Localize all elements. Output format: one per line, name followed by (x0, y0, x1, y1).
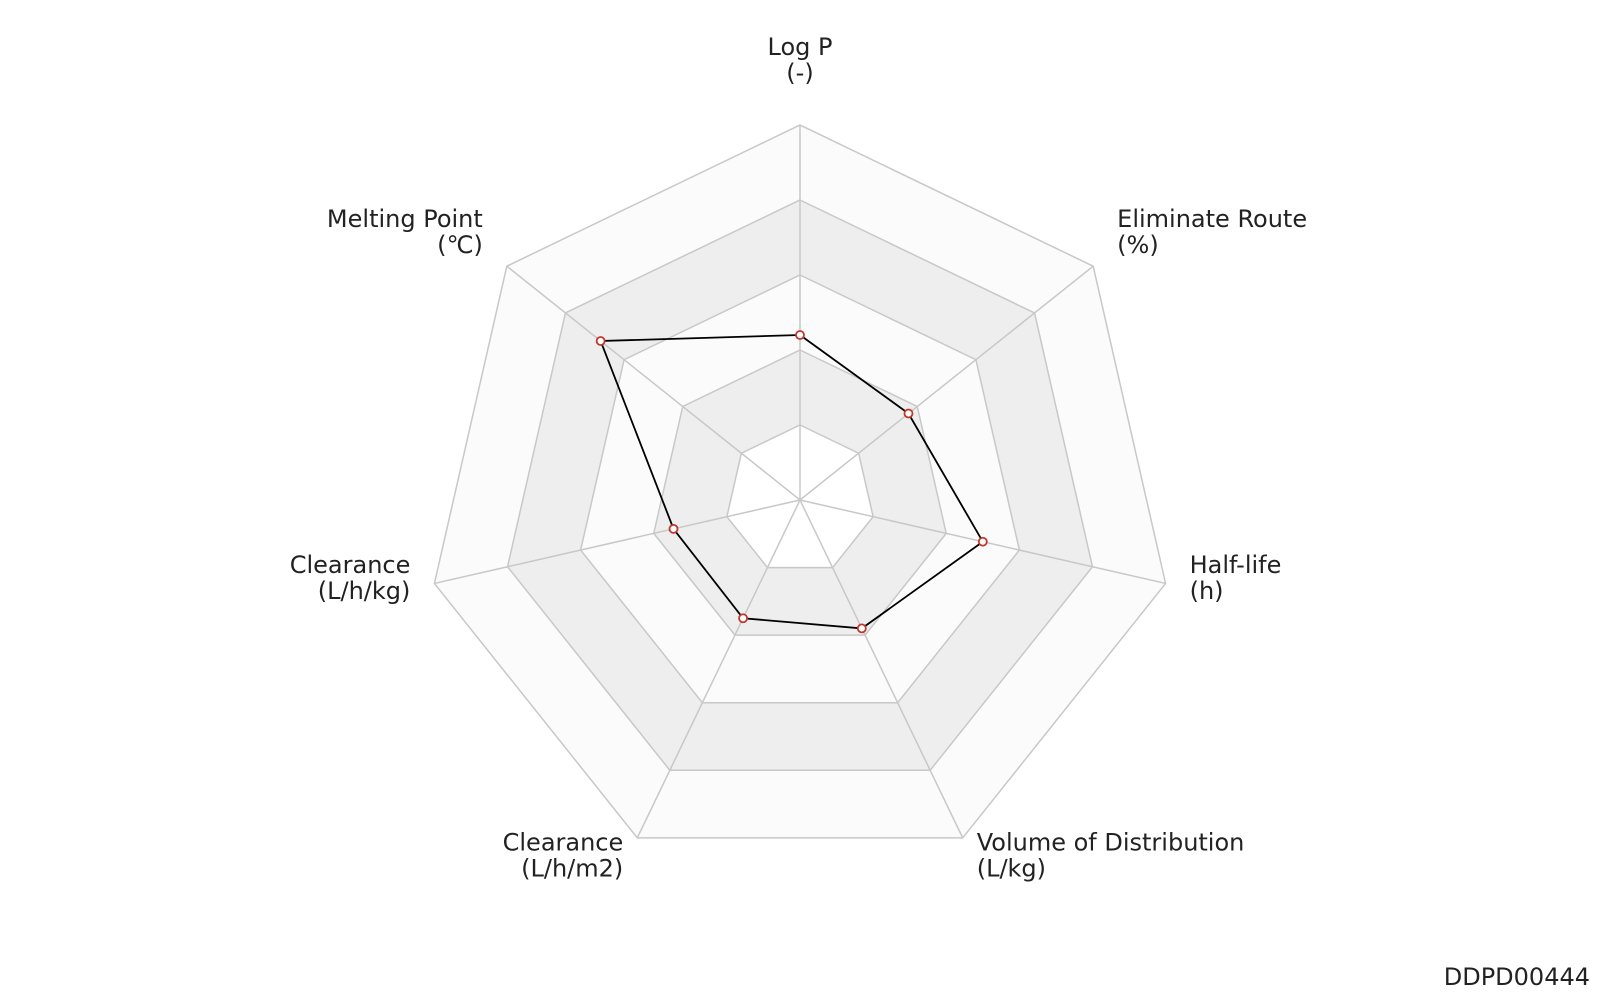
axis-unit: (℃) (437, 231, 483, 259)
data-point (977, 536, 988, 547)
axis-spoke (636, 499, 801, 839)
footer-id: DDPD00444 (1444, 963, 1590, 991)
axis-label: Melting Point (327, 205, 483, 233)
axis-label: Log P (768, 33, 833, 61)
axis-label: Half-life (1190, 551, 1282, 579)
axis-label: Eliminate Route (1117, 205, 1307, 233)
data-point (856, 623, 867, 634)
data-point (903, 408, 914, 419)
data-point (795, 330, 805, 340)
data-outline (599, 334, 984, 630)
axis-spoke (506, 265, 801, 501)
axis-unit: (L/h/m2) (521, 854, 623, 882)
data-point (668, 523, 679, 534)
axis-unit: (%) (1117, 231, 1159, 259)
axis-spoke (799, 265, 1094, 501)
axis-spoke (799, 499, 964, 839)
axis-unit: (h) (1190, 577, 1224, 605)
data-point (595, 336, 606, 346)
axis-unit: (L/h/kg) (318, 577, 411, 605)
axis-label: Volume of Distribution (977, 828, 1245, 856)
axis-label: Clearance (290, 551, 411, 579)
axis-unit: (L/kg) (977, 854, 1046, 882)
axis-label: Clearance (503, 828, 624, 856)
axis-unit: (-) (786, 59, 813, 87)
data-point (738, 613, 748, 624)
axis-spoke (434, 499, 801, 585)
